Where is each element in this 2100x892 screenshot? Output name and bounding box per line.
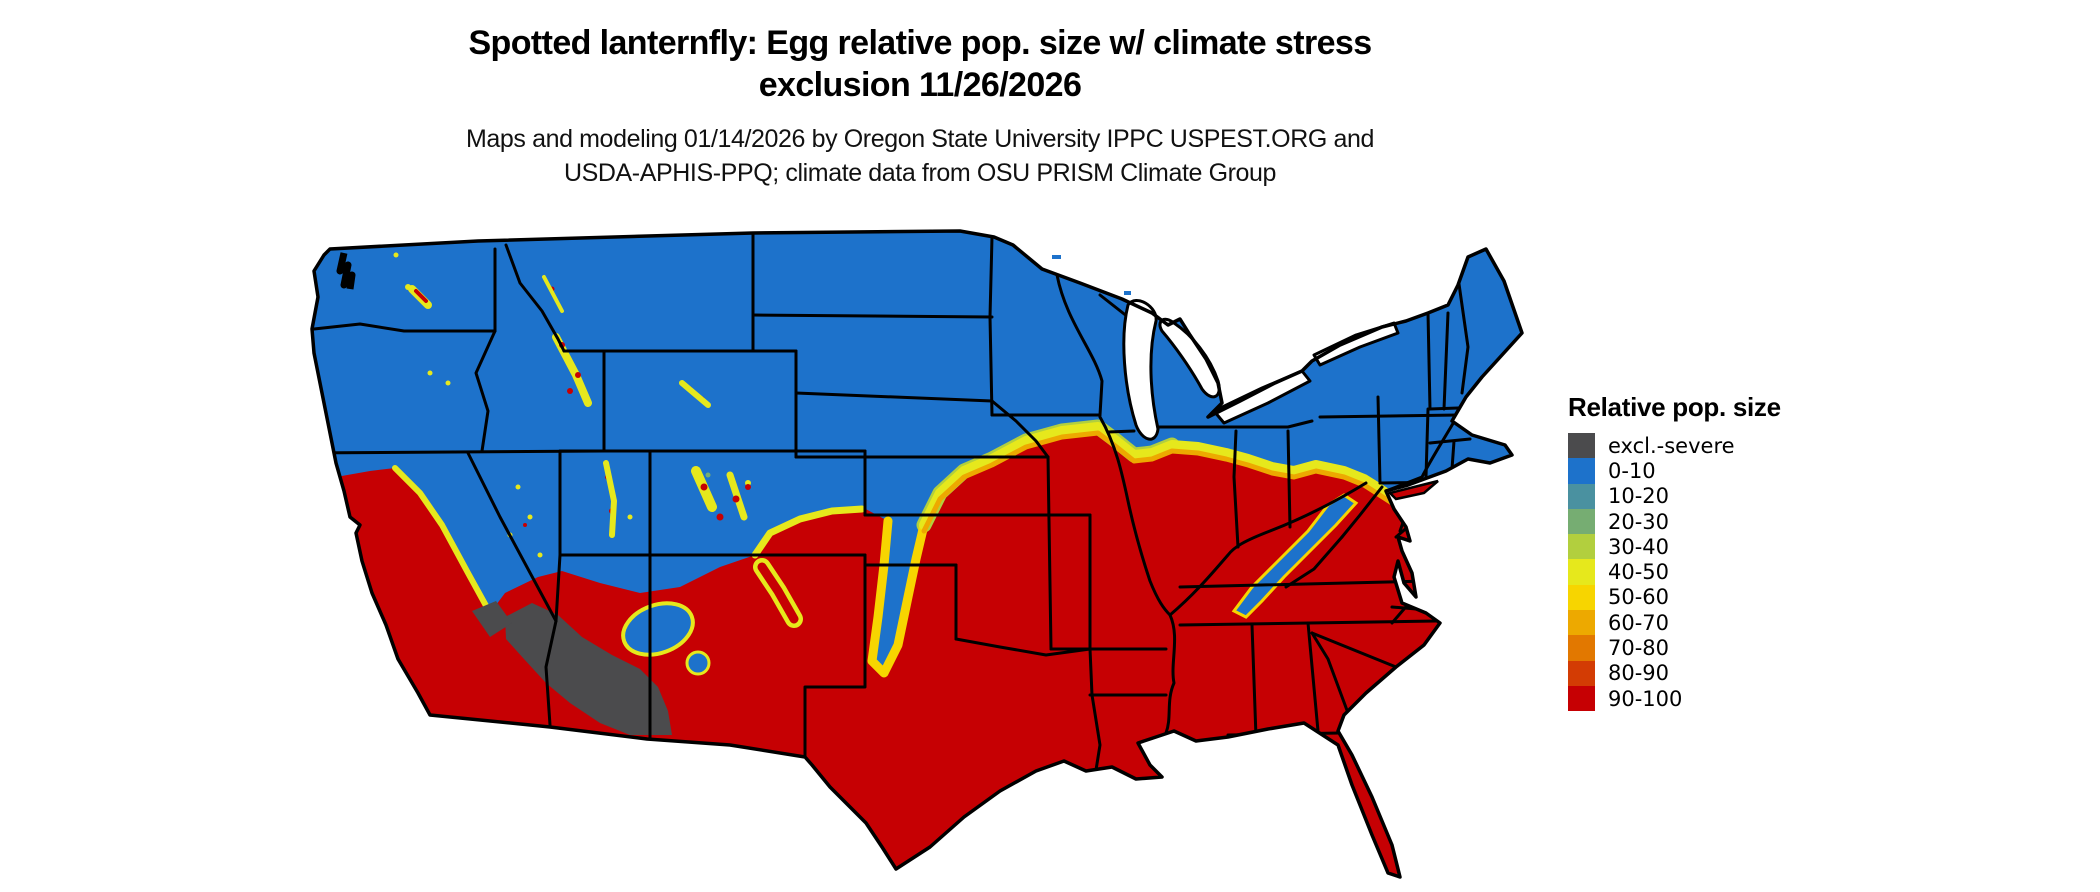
legend-swatch-20-30 xyxy=(1568,508,1595,535)
zone-appalachian-blue xyxy=(1231,493,1359,619)
legend-swatch-40-50 xyxy=(1568,559,1595,585)
legend-item: 10-20 xyxy=(1568,483,1828,509)
legend-item: 40-50 xyxy=(1568,559,1828,585)
mountain-pockets-southwest xyxy=(621,558,803,676)
legend-swatch-80-90 xyxy=(1568,660,1595,686)
legend-item: 0-10 xyxy=(1568,458,1828,484)
legend-label: 90-100 xyxy=(1608,686,1683,711)
map-subtitle-line1: Maps and modeling 01/14/2026 by Oregon S… xyxy=(466,125,1374,153)
legend-swatch-10-20 xyxy=(1568,483,1595,509)
zone-exclusion-gray xyxy=(472,601,672,735)
legend-item: excl.-severe xyxy=(1568,433,1828,459)
lake-superior-islands xyxy=(1052,255,1131,295)
legend-label: 80-90 xyxy=(1608,661,1670,686)
long-island xyxy=(1387,479,1439,501)
legend-item: 50-60 xyxy=(1568,584,1828,611)
us-map-svg xyxy=(310,229,1524,879)
legend-label: 10-20 xyxy=(1608,484,1670,509)
legend-swatch-90-100 xyxy=(1568,685,1595,712)
map-title-line1: Spotted lanternfly: Egg relative pop. si… xyxy=(468,24,1372,62)
lake-ontario xyxy=(1312,321,1400,367)
legend-item: 80-90 xyxy=(1568,660,1828,686)
transition-band xyxy=(392,419,1397,678)
legend-swatch-70-80 xyxy=(1568,635,1595,661)
map-header: Spotted lanternfly: Egg relative pop. si… xyxy=(300,22,1540,190)
legend-label: 50-60 xyxy=(1608,585,1670,610)
map-subtitle-line2: USDA-APHIS-PPQ; climate data from OSU PR… xyxy=(563,159,1277,187)
legend-swatch-0-10 xyxy=(1568,458,1595,484)
legend-item: 60-70 xyxy=(1568,610,1828,636)
legend-item: 90-100 xyxy=(1568,685,1828,712)
legend-item: 20-30 xyxy=(1568,508,1828,535)
map-legend: Relative pop. size excl.-severe 0-10 10-20… xyxy=(1568,392,1828,712)
legend-title: Relative pop. size xyxy=(1568,392,1781,422)
legend-label: 70-80 xyxy=(1608,636,1670,661)
state-borders xyxy=(312,231,1488,779)
legend-label: 40-50 xyxy=(1608,560,1670,585)
legend-items: excl.-severe 0-10 10-20 20-30 30-40 40-50 50-6… xyxy=(1568,433,1828,712)
us-climate-map xyxy=(300,225,1540,892)
legend-item: 30-40 xyxy=(1568,534,1828,560)
legend-label: 30-40 xyxy=(1608,534,1670,559)
puget-sound xyxy=(336,252,356,290)
legend-swatch-excl.-severe xyxy=(1568,433,1595,459)
legend-label: 0-10 xyxy=(1608,458,1656,483)
legend-item: 70-80 xyxy=(1568,635,1828,661)
map-subtitle: Maps and modeling 01/14/2026 by Oregon S… xyxy=(300,122,1540,190)
map-title-line2: exclusion 11/26/2026 xyxy=(758,66,1082,104)
legend-label: 20-30 xyxy=(1608,509,1670,534)
legend-swatch-50-60 xyxy=(1568,584,1595,611)
legend-label: 60-70 xyxy=(1608,610,1670,635)
conus-outline xyxy=(310,229,1524,879)
legend-swatch-30-40 xyxy=(1568,534,1595,560)
legend-label: excl.-severe xyxy=(1608,433,1735,458)
legend-swatch-60-70 xyxy=(1568,610,1595,636)
